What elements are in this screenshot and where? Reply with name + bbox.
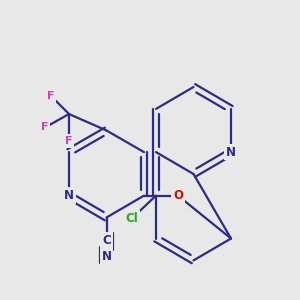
Text: F: F bbox=[47, 91, 55, 101]
Text: F: F bbox=[65, 136, 73, 146]
Text: N: N bbox=[226, 146, 236, 159]
Text: Cl: Cl bbox=[126, 212, 138, 225]
Text: N: N bbox=[101, 250, 112, 263]
Text: O: O bbox=[173, 189, 183, 202]
Text: C: C bbox=[102, 233, 111, 247]
Text: N: N bbox=[64, 189, 74, 202]
Text: F: F bbox=[41, 122, 49, 133]
